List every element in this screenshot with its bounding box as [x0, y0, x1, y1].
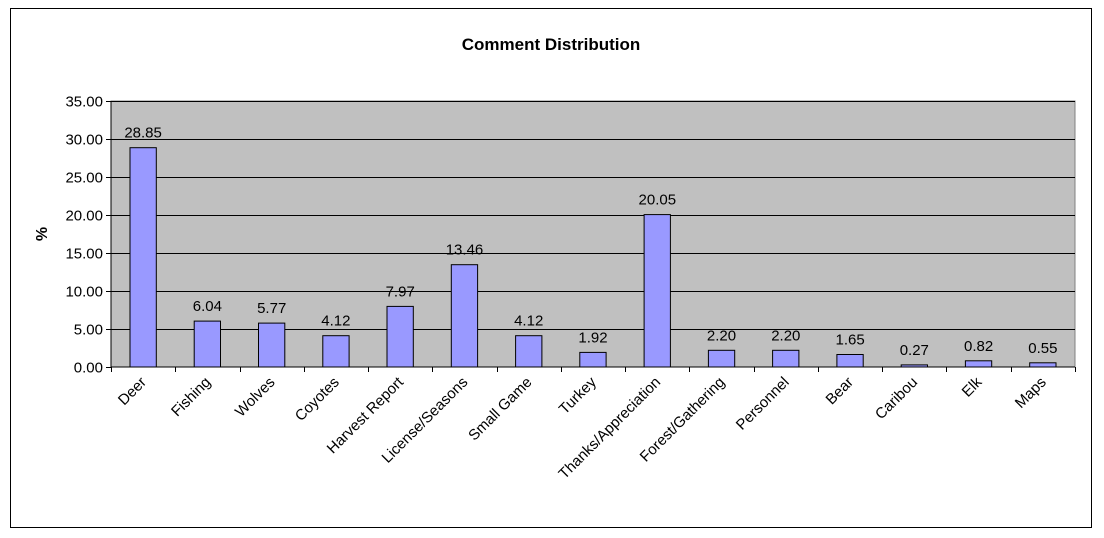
x-tick-label: Deer	[115, 374, 150, 409]
bar	[129, 147, 157, 368]
data-label: 5.77	[257, 300, 286, 317]
bar	[772, 349, 800, 368]
x-tick-label: Coyotes	[292, 374, 343, 425]
x-tick-label: Elk	[959, 373, 986, 400]
x-tick-label: Maps	[1012, 374, 1050, 412]
y-tick-label: 15.00	[65, 246, 103, 263]
bar	[450, 264, 479, 368]
bar	[1029, 362, 1057, 368]
y-tick-label: 10.00	[65, 284, 103, 301]
bar	[258, 322, 286, 368]
data-label: 4.12	[514, 313, 543, 330]
y-tick-label: 35.00	[65, 94, 103, 111]
x-tick-label: Small Game	[465, 374, 535, 444]
chart-title: Comment Distribution	[462, 35, 641, 54]
data-label: 28.85	[124, 125, 162, 142]
data-label: 20.05	[639, 192, 677, 209]
data-label: 13.46	[446, 242, 484, 259]
bar	[322, 335, 350, 368]
y-axis-label: %	[34, 227, 51, 241]
y-tick-label: 25.00	[65, 170, 103, 187]
bar	[515, 335, 543, 368]
data-label: 1.92	[578, 329, 607, 346]
data-label: 6.04	[193, 298, 222, 315]
x-tick-label: Turkey	[556, 373, 600, 417]
x-tick-label: Personnel	[733, 374, 793, 434]
y-tick-label: 5.00	[74, 322, 103, 339]
x-tick-label: Fishing	[168, 374, 214, 420]
y-tick-label: 30.00	[65, 132, 103, 149]
data-label: 2.20	[707, 327, 736, 344]
plot-area	[110, 100, 1076, 368]
x-tick-label: Caribou	[872, 374, 921, 423]
bar	[643, 214, 671, 368]
y-tick-label: 20.00	[65, 208, 103, 225]
gridlines	[111, 101, 1075, 330]
x-tick-label: Wolves	[232, 374, 279, 421]
bar-chart: Comment Distribution % 0.00 5.00 10.00 15.0…	[34, 35, 1076, 483]
bar	[386, 305, 414, 368]
bar	[193, 320, 221, 368]
x-tick-label: Bear	[823, 374, 857, 408]
data-label: 1.65	[835, 332, 864, 349]
data-label: 7.97	[386, 283, 415, 300]
bar	[964, 360, 993, 368]
bars	[129, 147, 1057, 368]
data-label: 2.20	[771, 327, 800, 344]
bar	[836, 354, 864, 368]
data-label: 0.55	[1028, 340, 1057, 357]
bar	[579, 351, 607, 368]
data-label: 4.12	[321, 313, 350, 330]
chart-frame: Comment Distribution % 0.00 5.00 10.00 15.0…	[10, 8, 1092, 528]
data-label: 0.27	[900, 342, 929, 359]
bar	[707, 349, 736, 368]
y-tick-label: 0.00	[74, 360, 103, 377]
data-label: 0.82	[964, 338, 993, 355]
y-axis-ticks: 0.00 5.00 10.00 15.00 20.00 25.00 30.00 35.00	[65, 94, 111, 377]
data-labels: 28.85 6.04 5.77 4.12 7.97 13.46 4.12 1.92 20.05 2…	[124, 125, 1057, 359]
